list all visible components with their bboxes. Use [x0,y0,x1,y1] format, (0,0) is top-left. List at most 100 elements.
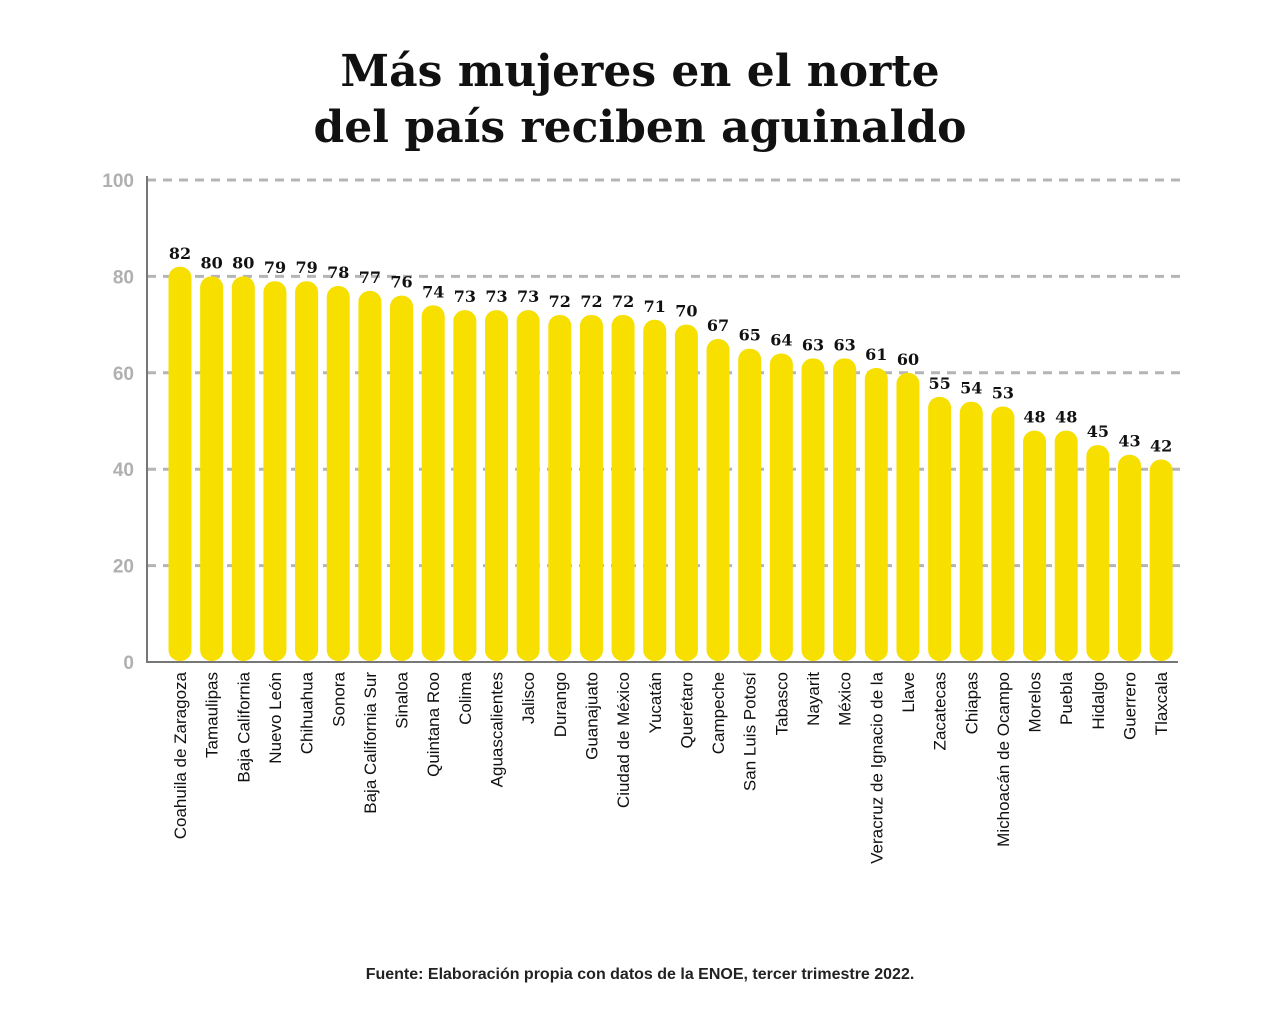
x-tick-label-8: Sinaloa [393,671,412,728]
x-tick-label-24: Llave [899,672,918,713]
data-label-3: 80 [232,253,254,272]
x-tick-label-21: Nayarit [804,672,823,726]
x-tick-label-13: Durango [551,672,570,737]
chart-title: Más mujeres en el norte del país reciben… [0,44,1280,156]
bar-31 [1118,454,1141,661]
x-tick-label-16: Yucatán [646,672,665,733]
bar-22 [833,358,857,661]
x-tick-label-22: México [836,672,855,726]
x-tick-label-25: Zacatecas [931,672,950,750]
x-tick-label-11: Aguascalientes [488,672,507,787]
data-label-13: 72 [549,292,571,311]
data-label-12: 73 [517,287,539,306]
x-tick-label-19: San Luis Potosí [741,672,760,791]
x-tick-label-14: Guanajuato [582,672,601,760]
data-label-9: 74 [422,282,444,301]
data-label-20: 64 [770,331,792,350]
x-tick-label-23: Veracruz de Ignacio de la [867,671,886,863]
chart-title-line-2: del país reciben aguinaldo [313,102,967,153]
y-tick-label-0: 0 [123,653,134,674]
data-label-7: 77 [359,268,381,287]
data-label-5: 79 [295,258,317,277]
data-label-17: 70 [675,302,697,321]
data-label-27: 53 [992,384,1014,403]
bar-1 [168,266,192,661]
bar-19 [738,348,762,661]
bar-6 [326,286,350,661]
data-label-28: 48 [1023,408,1045,427]
bar-18 [706,339,730,661]
chart-title-line-1: Más mujeres en el norte [340,46,940,97]
data-label-1: 82 [169,244,191,263]
data-label-29: 48 [1055,408,1077,427]
data-label-2: 80 [201,253,223,272]
data-label-16: 71 [644,297,666,316]
bar-2 [200,276,224,661]
x-tick-label-3: Baja California [234,671,253,782]
source-note: Fuente: Elaboración propia con datos de … [365,966,915,983]
x-tick-label-29: Puebla [1057,671,1076,724]
bar-3 [231,276,255,661]
bar-4 [263,281,287,661]
y-tick-label-80: 80 [113,267,134,288]
bar-9 [421,305,445,661]
y-tick-label-20: 20 [113,557,134,578]
data-label-32: 42 [1150,437,1172,456]
bar-26 [959,401,983,661]
data-label-15: 72 [612,292,634,311]
data-label-11: 73 [485,287,507,306]
data-label-4: 79 [264,258,286,277]
data-label-14: 72 [580,292,602,311]
bar-16 [643,319,667,661]
x-tick-label-32: Tlaxcala [1152,671,1171,735]
data-label-8: 76 [390,273,412,292]
bar-29 [1054,430,1078,661]
x-tick-label-5: Chihuahua [298,671,317,754]
data-label-19: 65 [739,326,761,345]
bar-23 [864,367,888,661]
bar-32 [1149,459,1173,661]
y-tick-label-40: 40 [113,460,134,481]
bar-11 [485,310,508,661]
x-tick-label-15: Ciudad de México [614,672,633,808]
data-label-23: 61 [865,345,887,364]
data-label-6: 78 [327,263,349,282]
x-tick-label-26: Chiapas [962,672,981,734]
bar-30 [1086,445,1110,661]
x-tick-label-31: Guerrero [1121,672,1140,740]
bar-17 [674,324,698,661]
bar-10 [453,310,477,661]
x-tick-label-9: Quintana Roo [424,672,443,777]
bar-7 [358,290,382,661]
x-tick-label-1: Coahuila de Zaragoza [171,671,190,839]
bar-15 [611,314,635,661]
x-tick-label-2: Tamaulipas [203,672,222,758]
x-tick-label-10: Colima [456,671,475,724]
bar-8 [390,295,414,661]
data-label-24: 60 [897,350,919,369]
bar-28 [1023,430,1047,661]
data-label-31: 43 [1118,432,1140,451]
x-tick-label-20: Tabasco [772,672,791,735]
data-label-10: 73 [454,287,476,306]
y-tick-label-60: 60 [113,364,134,385]
bar-21 [801,358,825,661]
bar-12 [516,310,540,661]
x-tick-label-6: Sonora [329,671,348,726]
x-tick-label-27: Michoacán de Ocampo [994,672,1013,847]
bar-5 [295,281,319,661]
data-label-18: 67 [707,316,729,335]
data-label-30: 45 [1087,422,1109,441]
x-tick-label-28: Morelos [1026,672,1045,732]
x-tick-label-18: Campeche [709,672,728,754]
bar-13 [548,314,572,661]
bar-25 [928,396,952,661]
bar-24 [896,372,920,661]
x-tick-label-7: Baja California Sur [361,672,380,814]
bar-14 [579,314,603,661]
x-tick-label-30: Hidalgo [1089,672,1108,730]
data-label-25: 55 [928,374,950,393]
data-label-21: 63 [802,335,824,354]
x-tick-label-17: Querétaro [677,672,696,749]
data-label-26: 54 [960,379,982,398]
